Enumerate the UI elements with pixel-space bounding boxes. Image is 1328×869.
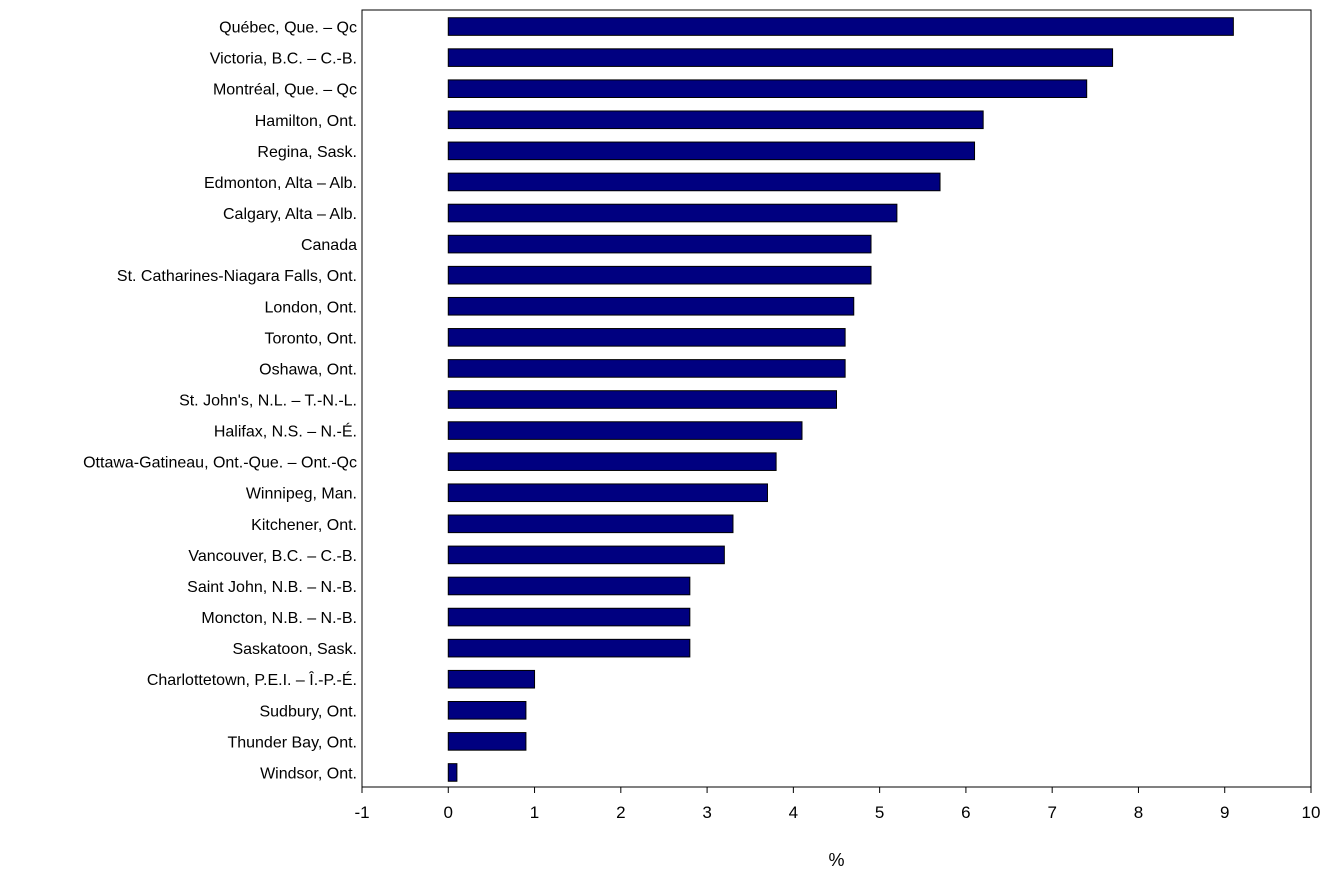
- bar: [447, 763, 458, 782]
- bar: [447, 732, 527, 751]
- bar: [447, 452, 777, 471]
- category-label: Montréal, Que. – Qc: [213, 82, 357, 99]
- category-label: Toronto, Ont.: [265, 330, 358, 347]
- category-label: London, Ont.: [264, 299, 357, 316]
- x-tick-label: 9: [1220, 803, 1229, 822]
- bar: [447, 576, 691, 596]
- bar: [447, 265, 872, 285]
- x-tick-label: -1: [354, 803, 369, 822]
- category-label: Regina, Sask.: [257, 144, 357, 161]
- category-label: Thunder Bay, Ont.: [227, 734, 357, 751]
- category-label: St. Catharines-Niagara Falls, Ont.: [117, 268, 357, 285]
- bar: [447, 390, 837, 409]
- bar: [447, 79, 1088, 99]
- bars-group: [447, 17, 1234, 782]
- bar: [447, 234, 872, 254]
- x-tick-label: 6: [961, 803, 970, 822]
- category-label: Kitchener, Ont.: [251, 517, 357, 534]
- bar: [447, 172, 941, 192]
- category-label: Charlottetown, P.E.I. – Î.-P.-É.: [147, 670, 357, 689]
- category-label: Sudbury, Ont.: [259, 703, 357, 720]
- x-axis-title: %: [828, 850, 844, 869]
- category-label: Winnipeg, Man.: [246, 486, 357, 503]
- x-tick-label: 10: [1302, 803, 1321, 822]
- bar: [447, 638, 691, 658]
- x-tick-label: 7: [1047, 803, 1056, 822]
- category-label: Canada: [301, 237, 357, 254]
- x-tick-label: 1: [530, 803, 539, 822]
- bar: [447, 483, 768, 503]
- bar: [447, 48, 1114, 67]
- bar: [447, 514, 734, 534]
- bar: [447, 701, 527, 720]
- category-labels: Québec, Que. – Qc Victoria, B.C. – C.-B. M…: [83, 20, 357, 783]
- x-tick-label: 0: [444, 803, 453, 822]
- category-label: Windsor, Ont.: [260, 765, 357, 782]
- category-label: Vancouver, B.C. – C.-B.: [188, 548, 357, 565]
- bar: [447, 141, 976, 161]
- category-label: Oshawa, Ont.: [259, 361, 357, 378]
- bar: [447, 296, 855, 316]
- category-label: Calgary, Alta – Alb.: [223, 206, 357, 223]
- bar: [447, 545, 725, 565]
- bar: [447, 359, 846, 378]
- plot-area-frame: [361, 9, 1312, 788]
- bar: [447, 669, 536, 689]
- x-tick-label: 2: [616, 803, 625, 822]
- x-tick-label: 5: [875, 803, 884, 822]
- category-label: Victoria, B.C. – C.-B.: [210, 51, 357, 68]
- bar: [447, 110, 984, 130]
- x-tick-label: 3: [702, 803, 711, 822]
- bar: [447, 203, 898, 223]
- bar: [447, 17, 1234, 36]
- bar: [447, 421, 803, 440]
- x-tick-label: 4: [789, 803, 798, 822]
- x-axis-ticks: -1 0 1 2 3 4 5 6 7 8 9 10: [354, 787, 1320, 822]
- category-label: St. John's, N.L. – T.-N.-L.: [179, 393, 357, 410]
- bar: [447, 328, 846, 347]
- category-label: Québec, Que. – Qc: [219, 20, 357, 37]
- category-label: Moncton, N.B. – N.-B.: [201, 610, 357, 627]
- category-label: Edmonton, Alta – Alb.: [204, 175, 357, 192]
- category-label: Saskatoon, Sask.: [232, 641, 357, 658]
- bar: [447, 607, 691, 627]
- category-label: Ottawa-Gatineau, Ont.-Que. – Ont.-Qc: [83, 455, 357, 472]
- category-label: Halifax, N.S. – N.-É.: [214, 422, 357, 441]
- category-label: Saint John, N.B. – N.-B.: [187, 579, 357, 596]
- category-label: Hamilton, Ont.: [255, 113, 357, 130]
- x-tick-label: 8: [1134, 803, 1143, 822]
